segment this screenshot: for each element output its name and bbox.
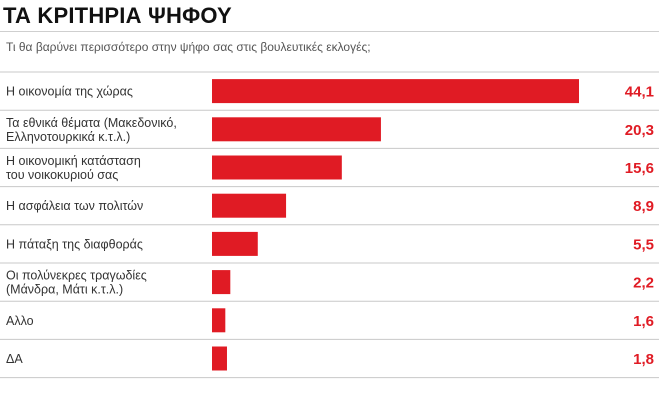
value-label: 1,6 — [633, 313, 654, 330]
category-label: Η οικονομία της χώρας — [6, 85, 133, 99]
category-label: Η ασφάλεια των πολιτών — [6, 199, 143, 213]
value-label: 20,3 — [625, 122, 654, 139]
category-label: (Μάνδρα, Μάτι κ.τ.λ.) — [6, 283, 123, 297]
category-label: Οι πολύνεκρες τραγωδίες — [6, 269, 147, 283]
value-label: 44,1 — [625, 84, 654, 101]
category-label: του νοικοκυριού σας — [6, 168, 118, 182]
category-label: Ελληνοτουρκικά κ.τ.λ.) — [6, 130, 130, 144]
category-label: Τα εθνικά θέματα (Μακεδονικό, — [6, 116, 177, 130]
bar — [212, 346, 227, 371]
bar — [212, 193, 287, 218]
value-label: 2,2 — [633, 275, 654, 292]
category-label: Αλλο — [6, 314, 34, 328]
title-divider — [0, 31, 659, 32]
category-label: ΔΑ — [6, 352, 23, 366]
value-label: 1,8 — [633, 351, 654, 368]
bar — [212, 79, 579, 104]
value-label: 8,9 — [633, 198, 654, 215]
value-label: 15,6 — [625, 160, 654, 177]
chart-subtitle: Τι θα βαρύνει περισσότερο στην ψήφο σας … — [6, 40, 371, 54]
bar — [212, 117, 381, 142]
value-label: 5,5 — [633, 236, 654, 253]
category-label: Η πάταξη της διαφθοράς — [6, 237, 143, 251]
bar — [212, 270, 231, 295]
chart-title: ΤΑ ΚΡΙΤΗΡΙΑ ΨΗΦΟΥ — [3, 3, 232, 28]
bar — [212, 231, 258, 256]
bar — [212, 155, 342, 180]
category-label: Η οικονομική κατάσταση — [6, 154, 141, 168]
bar — [212, 308, 226, 333]
